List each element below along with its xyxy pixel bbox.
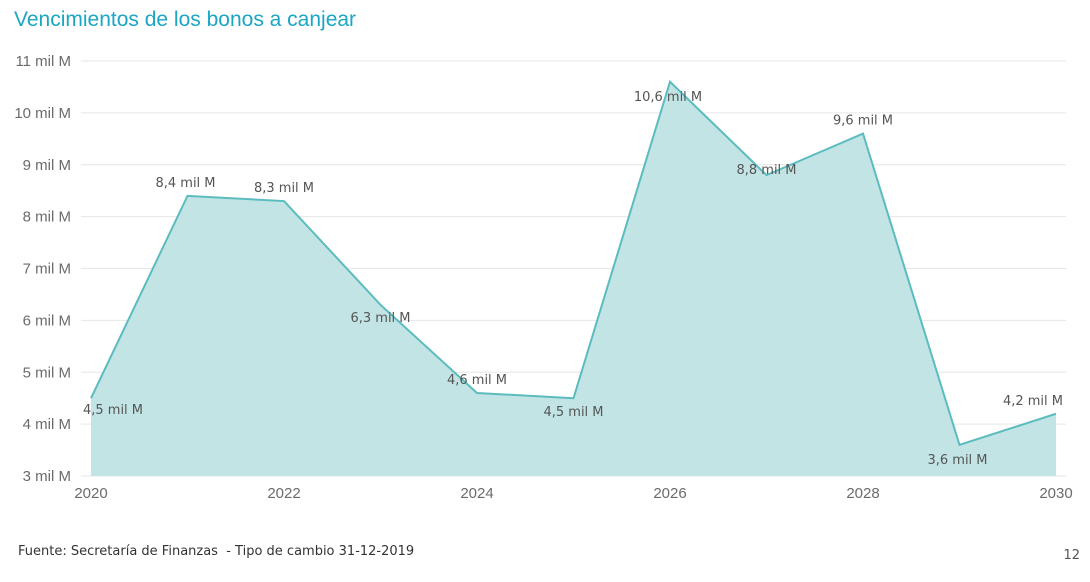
y-axis-ticks: 3 mil M 4 mil M 5 mil M 6 mil M 7 mil M 8 mil… xyxy=(14,53,71,485)
area-fill xyxy=(91,81,1056,476)
data-labels: 4,5 mil M 8,4 mil M 8,3 mil M 6,3 mil M 4,6 … xyxy=(83,90,1063,468)
series-line xyxy=(90,79,1057,447)
y-tick-label: 8 mil M xyxy=(23,209,71,226)
x-tick-label: 2028 xyxy=(846,485,879,502)
data-label: 8,3 mil M xyxy=(254,181,314,196)
area-series xyxy=(90,79,1057,476)
data-label: 3,6 mil M xyxy=(927,453,987,468)
x-tick-label: 2020 xyxy=(74,485,107,502)
data-label: 4,5 mil M xyxy=(83,403,143,418)
x-tick-label: 2022 xyxy=(267,485,300,502)
y-tick-label: 6 mil M xyxy=(23,312,71,329)
data-label: 10,6 mil M xyxy=(634,90,702,105)
y-tick-label: 4 mil M xyxy=(23,416,71,433)
data-label: 4,2 mil M xyxy=(1003,394,1063,409)
source-footnote: Fuente: Secretaría de Finanzas - Tipo de… xyxy=(18,544,415,559)
data-label: 4,5 mil M xyxy=(543,405,603,420)
data-label: 9,6 mil M xyxy=(833,114,893,129)
y-tick-label: 5 mil M xyxy=(23,364,71,381)
x-tick-label: 2030 xyxy=(1039,485,1072,502)
data-label: 8,8 mil M xyxy=(736,163,796,178)
data-label: 8,4 mil M xyxy=(155,176,215,191)
y-tick-label: 3 mil M xyxy=(23,468,71,485)
area-chart: 3 mil M 4 mil M 5 mil M 6 mil M 7 mil M 8 mil… xyxy=(14,53,1072,502)
data-label: 6,3 mil M xyxy=(350,311,410,326)
x-tick-label: 2024 xyxy=(460,485,493,502)
x-tick-label: 2026 xyxy=(653,485,686,502)
y-tick-label: 10 mil M xyxy=(14,105,71,122)
chart-title: Vencimientos de los bonos a canjear xyxy=(14,8,357,31)
y-tick-label: 7 mil M xyxy=(23,261,71,278)
data-label: 4,6 mil M xyxy=(447,373,507,388)
page-number: 12 xyxy=(1063,548,1080,563)
x-axis-ticks: 2020 2022 2024 2026 2028 2030 xyxy=(74,485,1072,502)
y-tick-label: 11 mil M xyxy=(15,53,71,70)
y-tick-label: 9 mil M xyxy=(23,157,71,174)
